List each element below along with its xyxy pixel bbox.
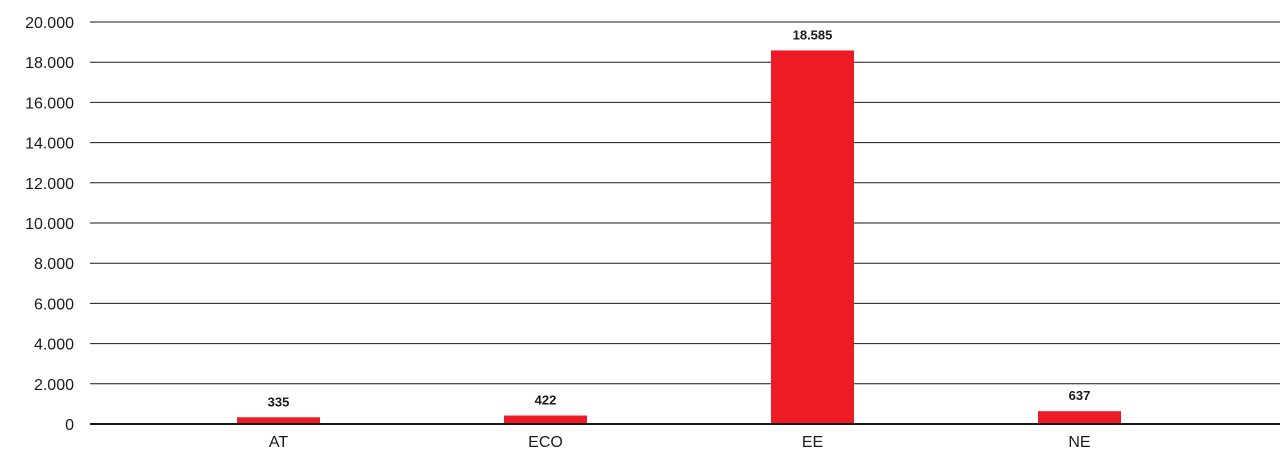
bar-ee (771, 50, 854, 425)
data-labels: 335 422 18.585 637 (268, 27, 1091, 409)
bars (237, 50, 1121, 425)
y-tick-label: 10.000 (25, 216, 74, 233)
x-axis-category-labels: AT ECO EE NE (269, 434, 1091, 451)
bar-at (237, 417, 320, 424)
category-label-at: AT (269, 434, 288, 451)
y-tick-label: 2.000 (34, 377, 74, 394)
category-label-ee: EE (802, 434, 823, 451)
category-label-eco: ECO (528, 434, 563, 451)
bar-ne (1038, 411, 1121, 424)
y-tick-label: 20.000 (25, 15, 74, 32)
y-tick-label: 16.000 (25, 95, 74, 112)
y-tick-label: 12.000 (25, 176, 74, 193)
data-label-ee: 18.585 (793, 27, 833, 42)
data-label-eco: 422 (535, 393, 557, 408)
category-label-ne: NE (1068, 434, 1090, 451)
bar-eco (504, 415, 587, 424)
y-tick-label: 18.000 (25, 55, 74, 72)
y-axis-tick-labels: 0 2.000 4.000 6.000 8.000 10.000 12.000 14.000 1… (25, 15, 74, 434)
y-tick-label: 6.000 (34, 296, 74, 313)
gridlines (90, 21, 1280, 385)
y-tick-label: 14.000 (25, 136, 74, 153)
y-tick-label: 8.000 (34, 256, 74, 273)
y-tick-label: 4.000 (34, 337, 74, 354)
data-label-at: 335 (268, 394, 290, 409)
data-label-ne: 637 (1069, 388, 1091, 403)
y-tick-label: 0 (65, 417, 74, 434)
